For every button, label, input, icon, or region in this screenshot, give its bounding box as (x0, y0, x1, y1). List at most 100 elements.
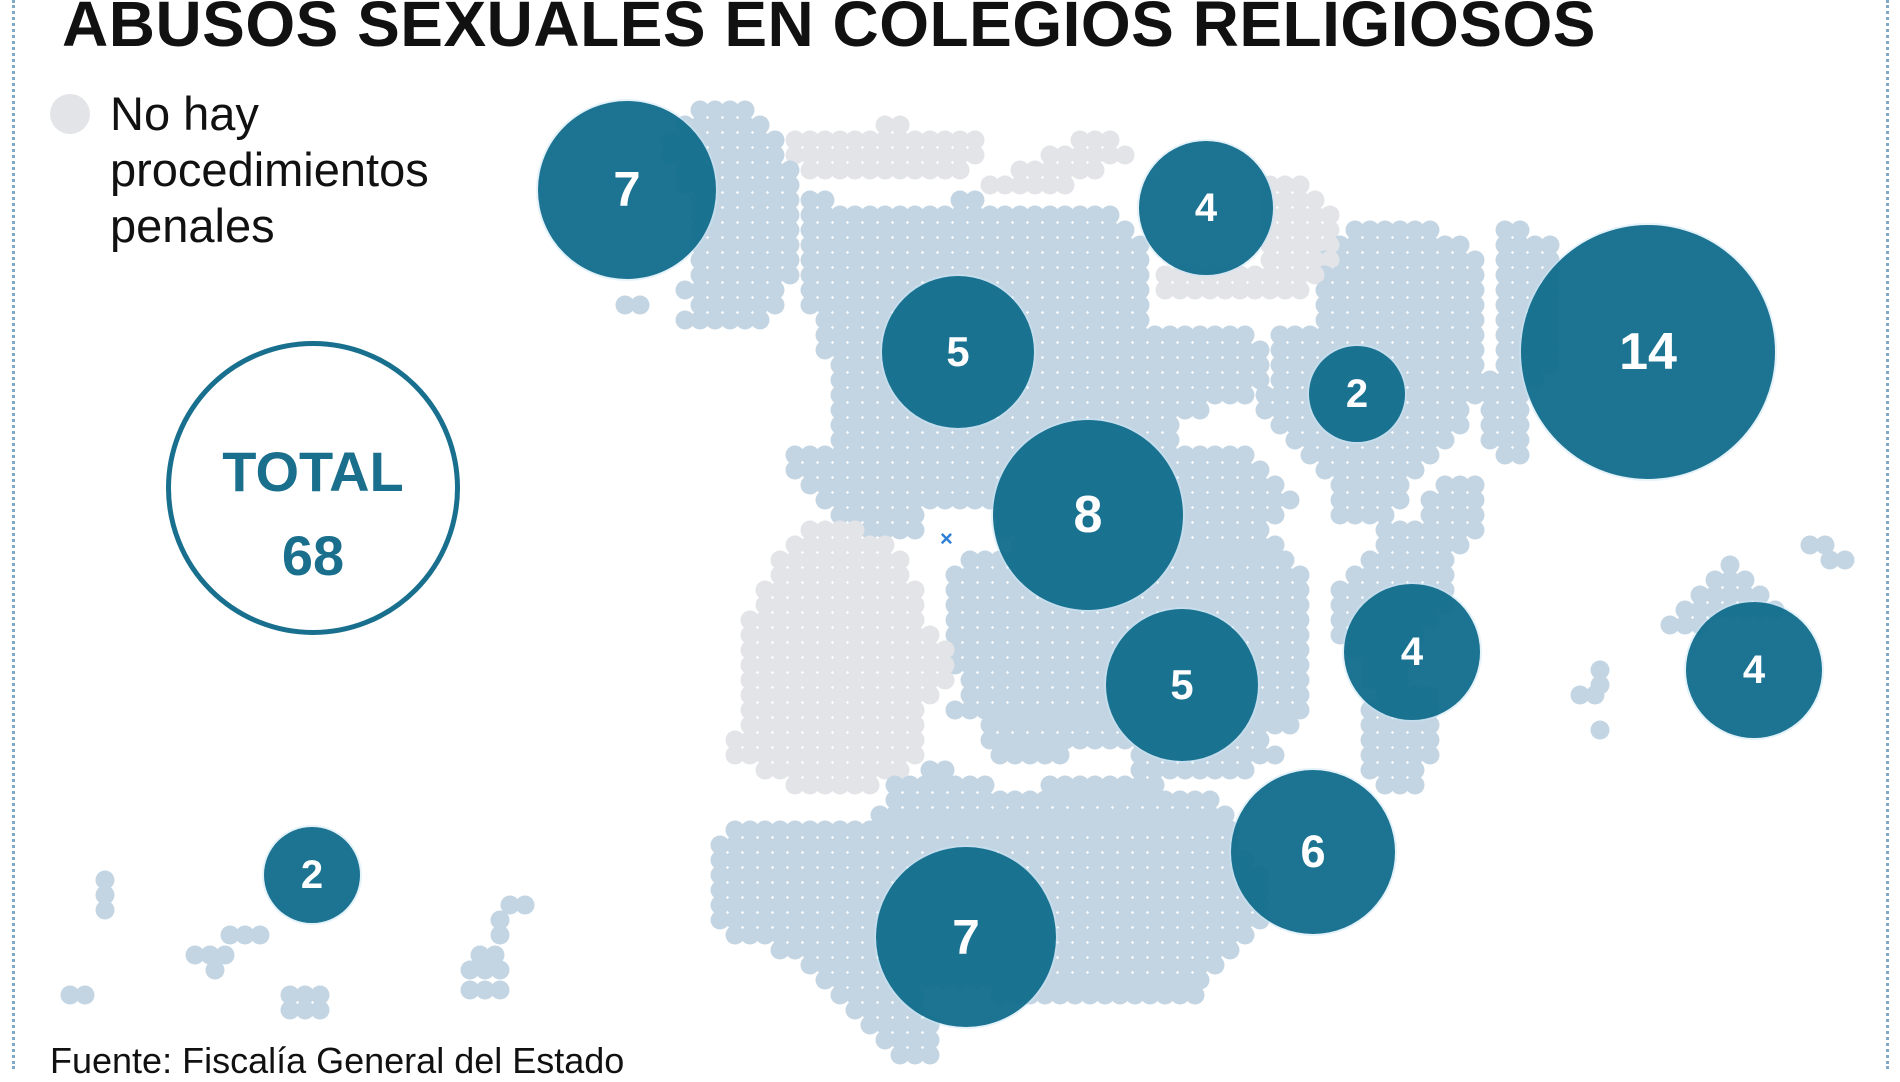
map-dot (815, 700, 835, 720)
map-dot (1040, 355, 1060, 375)
map-dot (1330, 445, 1350, 465)
map-dot (845, 130, 865, 150)
map-dot (735, 190, 755, 210)
map-dot (1390, 490, 1410, 510)
map-dot (740, 880, 760, 900)
map-dot (1170, 280, 1190, 300)
map-dot (800, 835, 820, 855)
map-dot (845, 400, 865, 420)
map-dot (950, 820, 970, 840)
map-dot (1285, 370, 1305, 390)
map-dot (1405, 220, 1425, 240)
map-dot (1115, 370, 1135, 390)
map-dot (710, 910, 730, 930)
map-dot (1085, 235, 1105, 255)
map-dot (815, 730, 835, 750)
map-dot (750, 145, 770, 165)
map-dot (1175, 820, 1195, 840)
map-dot (800, 235, 820, 255)
map-dot (740, 865, 760, 885)
map-dot (1205, 820, 1225, 840)
map-dot (975, 685, 995, 705)
map-dot (770, 715, 790, 735)
map-dot (1040, 715, 1060, 735)
map-dot (1250, 460, 1270, 480)
map-dot (705, 220, 725, 240)
map-dot (1175, 970, 1195, 990)
map-dot (1190, 955, 1210, 975)
map-dot (720, 175, 740, 195)
map-dot (1450, 400, 1470, 420)
map-dot (1025, 160, 1045, 180)
map-dot (960, 595, 980, 615)
map-dot (1010, 250, 1030, 270)
map-dot (1160, 355, 1180, 375)
map-dot (1095, 610, 1115, 630)
map-dot (815, 265, 835, 285)
map-dot (755, 865, 775, 885)
map-dot (770, 850, 790, 870)
map-dot (1260, 640, 1280, 660)
map-dot (1160, 400, 1180, 420)
map-dot (1275, 610, 1295, 630)
map-dot (960, 685, 980, 705)
map-dot (1245, 610, 1265, 630)
map-dot (1260, 580, 1280, 600)
map-dot (905, 655, 925, 675)
map-dot (1275, 550, 1295, 570)
map-dot (1205, 835, 1225, 855)
map-dot (1235, 745, 1255, 765)
map-dot (785, 145, 805, 165)
map-dot (1375, 715, 1395, 735)
map-dot (735, 280, 755, 300)
map-dot (785, 730, 805, 750)
region-bubble: 6 (1231, 770, 1395, 934)
map-dot (735, 100, 755, 120)
map-dot (1100, 250, 1120, 270)
map-dot (1250, 340, 1270, 360)
map-dot (690, 280, 710, 300)
map-dot (815, 970, 835, 990)
map-dot (705, 115, 725, 135)
map-dot (1065, 625, 1085, 645)
map-dot (950, 430, 970, 450)
map-dot (1160, 940, 1180, 960)
map-dot (1290, 280, 1310, 300)
map-dot (1010, 400, 1030, 420)
map-dot (1115, 295, 1135, 315)
map-dot (1360, 280, 1380, 300)
map-dot (310, 1000, 330, 1020)
map-dot (1115, 385, 1135, 405)
map-dot (890, 1045, 910, 1065)
map-dot (965, 460, 985, 480)
map-dot (1275, 655, 1295, 675)
map-dot (1255, 385, 1275, 405)
map-dot (1435, 370, 1455, 390)
map-dot (460, 960, 480, 980)
map-dot (830, 895, 850, 915)
map-dot (1215, 805, 1235, 825)
map-dot (1085, 265, 1105, 285)
map-dot (860, 160, 880, 180)
map-dot (875, 700, 895, 720)
map-dot (1220, 910, 1240, 930)
map-dot (830, 490, 850, 510)
map-dot (920, 145, 940, 165)
map-dot (885, 805, 905, 825)
map-dot (1070, 715, 1090, 735)
map-dot (780, 205, 800, 225)
map-dot (1220, 385, 1240, 405)
map-dot (1040, 310, 1060, 330)
map-dot (1085, 325, 1105, 345)
map-dot (1205, 955, 1225, 975)
map-dot (1420, 280, 1440, 300)
map-dot (845, 235, 865, 255)
map-dot (1190, 535, 1210, 555)
map-dot (890, 520, 910, 540)
map-dot (785, 850, 805, 870)
map-dot (95, 885, 115, 905)
map-dot (815, 895, 835, 915)
map-dot (860, 550, 880, 570)
map-dot (975, 700, 995, 720)
map-dot (1085, 310, 1105, 330)
